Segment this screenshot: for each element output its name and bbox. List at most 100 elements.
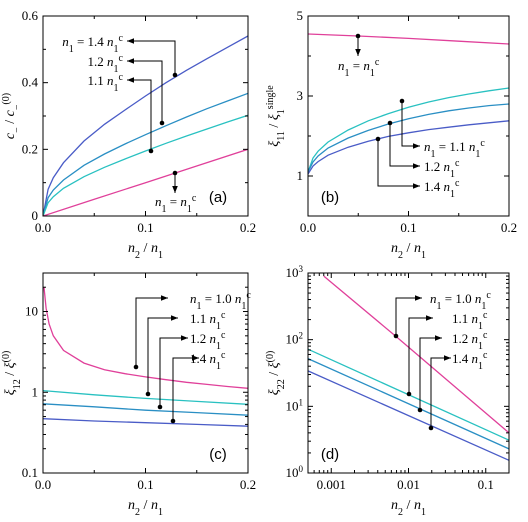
y-axis-label: ξ11 / ξ1single	[265, 85, 287, 147]
x-tick-label: 0.001	[317, 477, 346, 492]
annotation-label-part: c	[483, 330, 488, 341]
x-axis-label-part: n	[151, 498, 158, 513]
y-tick-label: 100	[286, 464, 304, 480]
y-axis-label-part: (0)	[265, 351, 276, 363]
x-axis-label-part: /	[140, 498, 151, 513]
annotation-label: 1.1 n1c	[190, 310, 226, 332]
annotation-label-part: =	[167, 194, 181, 209]
annotation-label-part: 1.2	[424, 159, 444, 174]
y-axis-label-part: c	[3, 109, 18, 116]
annotation-label-part: n	[444, 159, 451, 174]
series-line-3	[308, 370, 509, 461]
annotation-label-part: 1	[437, 301, 442, 312]
x-axis-label-part: n	[128, 241, 135, 256]
annotation-label-part: n	[472, 351, 479, 366]
annotation-label-part: 1.0	[215, 291, 235, 306]
annotation-label-part: c	[486, 290, 491, 301]
annotation-label: 1.1 n1c	[88, 72, 124, 94]
annotation-label-part: n	[62, 34, 69, 49]
x-axis-label-part: 1	[158, 507, 163, 518]
x-axis-label-part: /	[403, 241, 414, 256]
annotation-label-part: =	[436, 139, 450, 154]
series-line-3	[43, 148, 248, 216]
y-tick-label: 0.6	[22, 8, 39, 23]
y-tick-label: 0	[32, 208, 39, 223]
x-axis-label-part: 2	[398, 507, 403, 518]
leader-line	[430, 355, 451, 428]
tick-base: 10	[286, 332, 299, 347]
annotation-label-part: n	[338, 58, 345, 73]
leader-line	[172, 355, 199, 421]
annotation-label-part: 1.1	[452, 311, 472, 326]
x-axis-label-part: n	[414, 241, 421, 256]
y-axis-label-part: /	[3, 116, 18, 127]
annotation-label-part: n	[444, 179, 451, 194]
y-axis-label-part: ξ	[267, 389, 282, 395]
curves	[43, 287, 248, 427]
annotation-label: n1 = 1.0 n1c	[190, 290, 251, 312]
x-axis-label-part: /	[403, 498, 414, 513]
annotation-label-part: c	[480, 138, 485, 149]
series-line-3	[43, 418, 248, 427]
y-tick-label: 101	[286, 397, 304, 413]
annotation-label-part: 1.2	[88, 54, 108, 69]
y-axis-label-group: ξ11 / ξ1single	[265, 85, 287, 147]
annotation-label-part: 1.0	[455, 291, 475, 306]
y-axis-label-part: −	[12, 104, 23, 110]
series-line-1	[43, 92, 248, 216]
y-tick-label: 103	[286, 264, 304, 280]
x-axis-label-part: 1	[421, 250, 426, 261]
annotation-label-part: n	[210, 331, 217, 346]
annotation-label-part: n	[155, 194, 162, 209]
annotation-label: 1.2 n1c	[424, 158, 460, 180]
annotation-label-part: c	[119, 33, 124, 44]
annotation-label: n1 = 1.1 n1c	[424, 138, 485, 160]
annotation-label-part: c	[483, 350, 488, 361]
y-axis-label-part: 1	[276, 109, 287, 114]
x-axis-label: n2 / n1	[391, 241, 426, 261]
annotation-label-part: n	[107, 54, 114, 69]
leader-line	[395, 295, 422, 336]
y-axis-label: c− / c−(0)	[1, 93, 23, 139]
x-tick-label: 0.2	[501, 220, 517, 235]
y-axis-label-part: single	[265, 85, 276, 109]
series-line-2	[308, 358, 509, 450]
annotation-label-part: c	[455, 178, 460, 189]
y-tick-label: 0.1	[22, 465, 38, 480]
x-axis-label-part: 1	[421, 507, 426, 518]
y-axis-label-part: (0)	[1, 351, 12, 363]
y-tick-label: 10	[25, 304, 38, 319]
tick-base: 10	[286, 265, 299, 280]
y-tick-label: 1	[32, 384, 39, 399]
series-line-1	[43, 389, 248, 405]
y-axis-label-part: ξ	[3, 362, 18, 368]
annotation-label-part: 1	[481, 301, 486, 312]
annotation-label-part: 1	[216, 321, 221, 332]
panel-label: (a)	[209, 189, 227, 206]
x-tick-label: 0.0	[35, 477, 51, 492]
annotation-label-part: 1.2	[190, 331, 210, 346]
x-axis-label-part: n	[128, 498, 135, 513]
annotation-label-part: 1	[162, 204, 167, 215]
tick-exponent: 1	[299, 397, 304, 407]
y-axis-label-part: ξ	[267, 362, 282, 368]
annotation-label-part: 1	[187, 204, 192, 215]
leader-line	[408, 315, 433, 394]
y-axis-label: ξ12 / ξ(0)	[1, 351, 23, 396]
x-tick-label: 0.1	[400, 220, 416, 235]
x-tick-label: 0.2	[240, 477, 256, 492]
x-axis-label-part: 2	[135, 507, 140, 518]
leader-line	[135, 295, 168, 367]
annotation-label-part: c	[221, 350, 226, 361]
annotation-label-part: n	[210, 351, 217, 366]
annotation-label-part: =	[442, 291, 456, 306]
annotation-label: 1.2 n1c	[452, 330, 488, 352]
annotation-label-part: c	[192, 193, 197, 204]
annotation-label-part: 1	[197, 301, 202, 312]
annotation-label: 1.4 n1c	[424, 178, 460, 200]
y-axis-label-group: ξ22 / ξ(0)	[265, 351, 287, 396]
annotation-label-part: 1.4	[452, 351, 472, 366]
y-axis-label-group: c− / c−(0)	[1, 93, 23, 139]
